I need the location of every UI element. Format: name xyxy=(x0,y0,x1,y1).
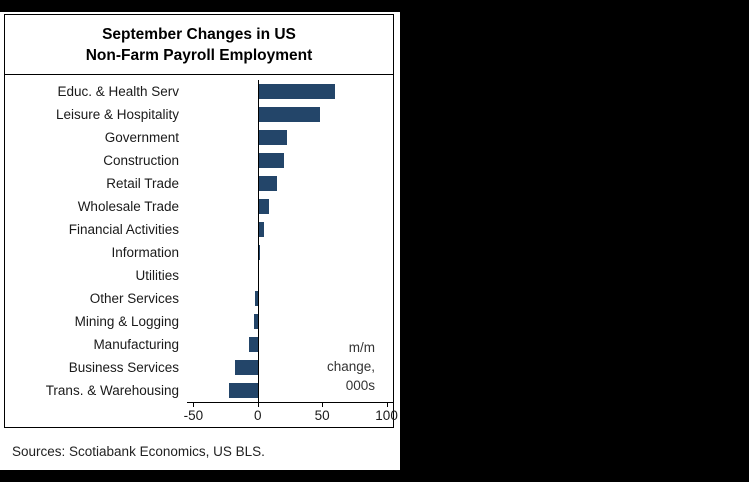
chart-title-line-2: Non-Farm Payroll Employment xyxy=(85,47,313,65)
category-label: Trans. & Warehousing xyxy=(45,382,179,398)
bar xyxy=(253,313,258,329)
x-axis-ticks: -50 0 50 100 xyxy=(183,402,398,427)
plot-region: Educ. & Health Serv Leisure & Hospitality… xyxy=(5,75,393,403)
x-tick-mark xyxy=(322,402,324,407)
bar xyxy=(257,129,288,145)
x-tick-label: 50 xyxy=(314,407,330,423)
category-label: Mining & Logging xyxy=(74,313,179,329)
category-label: Government xyxy=(104,129,179,145)
category-label: Leisure & Hospitality xyxy=(55,106,179,122)
units-annotation-line-3: 000s xyxy=(345,377,375,393)
category-label: Construction xyxy=(103,152,179,168)
bar xyxy=(257,175,278,191)
category-label: Retail Trade xyxy=(106,175,179,191)
category-label: Information xyxy=(111,244,179,260)
bar xyxy=(257,244,261,260)
category-label: Manufacturing xyxy=(93,336,179,352)
category-axis: Educ. & Health Serv Leisure & Hospitality… xyxy=(5,80,187,403)
category-label: Wholesale Trade xyxy=(77,198,179,214)
x-tick-mark xyxy=(386,402,388,407)
chart-panel: September Changes in US Non-Farm Payroll… xyxy=(0,12,400,470)
bar xyxy=(234,359,258,375)
units-annotation-line-2: change, xyxy=(326,358,375,374)
bar xyxy=(248,336,258,352)
sources-text: Sources: Scotiabank Economics, US BLS. xyxy=(12,444,265,459)
x-tick-mark xyxy=(193,402,195,407)
units-annotation-line-1: m/m xyxy=(348,340,375,356)
x-tick-label: 100 xyxy=(375,407,398,423)
bar xyxy=(257,83,336,99)
bar xyxy=(257,198,270,214)
x-tick-label: 0 xyxy=(254,407,262,423)
plot-area: m/m change, 000s xyxy=(187,79,393,403)
chart-title: September Changes in US Non-Farm Payroll… xyxy=(5,15,393,75)
zero-axis-line xyxy=(257,79,259,402)
bar xyxy=(229,382,258,398)
category-label: Financial Activities xyxy=(68,221,179,237)
bar xyxy=(257,152,284,168)
bar xyxy=(257,221,265,237)
chart-box: September Changes in US Non-Farm Payroll… xyxy=(4,14,398,428)
bar xyxy=(255,290,258,306)
category-label: Educ. & Health Serv xyxy=(57,83,179,99)
x-tick-mark xyxy=(257,402,259,407)
category-label: Business Services xyxy=(68,359,179,375)
category-label: Utilities xyxy=(135,267,179,283)
units-annotation: m/m change, 000s xyxy=(327,339,375,396)
x-tick-label: -50 xyxy=(183,407,204,423)
category-label: Other Services xyxy=(89,290,179,306)
chart-title-line-1: September Changes in US xyxy=(102,26,296,43)
bar xyxy=(257,106,320,122)
